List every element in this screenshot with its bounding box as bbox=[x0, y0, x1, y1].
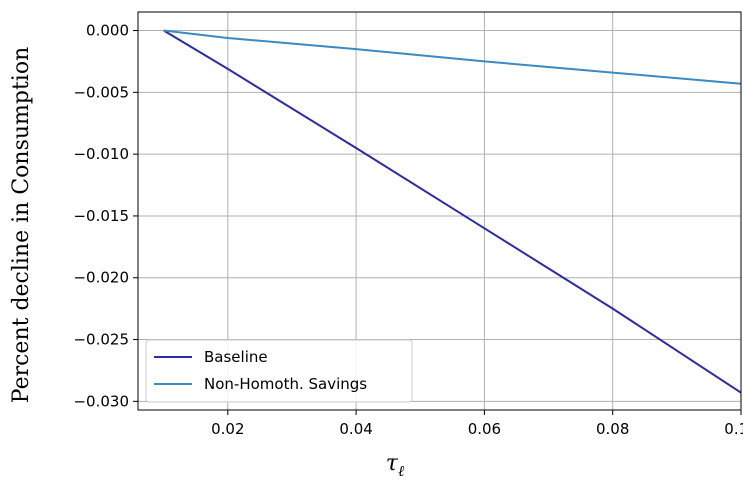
y-axis-label: Percent decline in Consumption bbox=[9, 47, 34, 404]
series-line-2 bbox=[163, 29, 742, 85]
axis-ticks: 0.02 0.04 0.06 0.08 0.10 0.000 −0.005 −0.010 −0.… bbox=[73, 22, 743, 438]
x-tick-label: 0.04 bbox=[339, 420, 372, 438]
legend-label: Baseline bbox=[204, 348, 268, 366]
legend-box bbox=[145, 339, 413, 403]
y-tick-label: 0.000 bbox=[86, 22, 129, 40]
x-tick-label: 0.02 bbox=[211, 420, 244, 438]
x-axis-label-sub: ℓ bbox=[398, 462, 404, 480]
y-tick-label: −0.010 bbox=[73, 145, 129, 163]
plot-frame bbox=[137, 11, 742, 411]
x-axis-label-main: τ bbox=[386, 451, 399, 476]
series-line-1 bbox=[163, 29, 742, 394]
x-axis-label: τℓ bbox=[386, 451, 404, 480]
x-tick-label: 0.08 bbox=[596, 420, 629, 438]
y-tick-label: −0.025 bbox=[73, 331, 129, 349]
x-tick-label: 0.06 bbox=[468, 420, 501, 438]
series-lines bbox=[163, 29, 742, 394]
x-tick-label: 0.10 bbox=[724, 420, 743, 438]
y-tick-label: −0.020 bbox=[73, 269, 129, 287]
legend: Baseline Non-Homoth. Savings bbox=[145, 339, 413, 403]
y-tick-label: −0.030 bbox=[73, 392, 129, 410]
legend-label: Non-Homoth. Savings bbox=[204, 375, 367, 393]
y-tick-label: −0.005 bbox=[73, 83, 129, 101]
y-tick-label: −0.015 bbox=[73, 207, 129, 225]
